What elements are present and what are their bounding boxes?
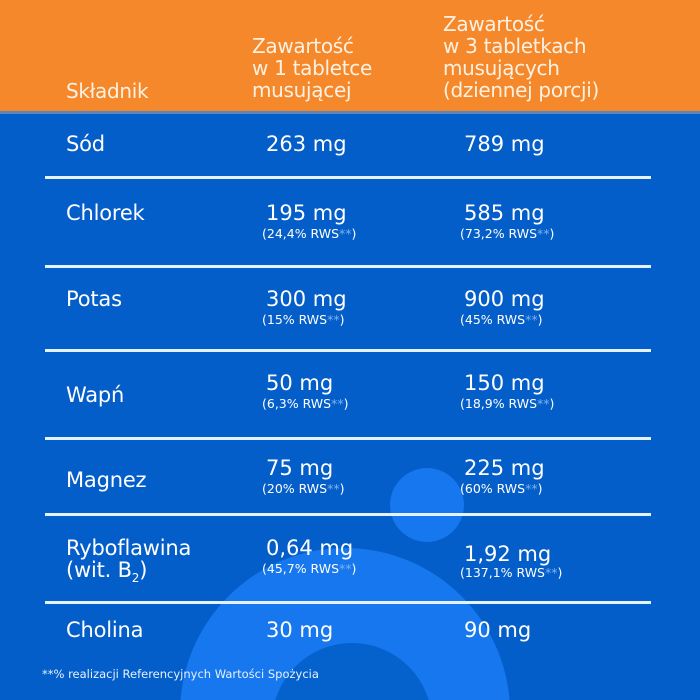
per-tablet-cell: 263 mg — [266, 132, 347, 156]
rws-percent: (60% RWS**) — [460, 481, 543, 496]
row-divider — [45, 601, 651, 604]
ingredient-name: Potas — [66, 287, 122, 311]
ingredient-name: Ryboflawina (wit. B2) — [66, 536, 192, 586]
table-header: Składnik Zawartość w 1 tabletce musujące… — [0, 0, 700, 114]
per-tablet-cell: 300 mg (15% RWS**) — [262, 287, 347, 327]
per-day-cell: 150 mg (18,9% RWS**) — [460, 371, 555, 411]
rws-percent: (73,2% RWS**) — [460, 226, 555, 241]
per-day-cell: 90 mg — [464, 618, 532, 642]
rws-percent: (137,1% RWS**) — [460, 565, 563, 580]
decorative-small-circle — [390, 468, 464, 542]
footnote: **% realizacji Referencyjnych Wartości S… — [42, 667, 319, 681]
ingredient-name: Cholina — [66, 618, 144, 642]
per-day-cell: 1,92 mg (137,1% RWS**) — [460, 542, 563, 580]
rws-percent: (18,9% RWS**) — [460, 396, 555, 411]
header-per-tablet: Zawartość w 1 tabletce musującej — [252, 34, 372, 102]
per-day-cell: 900 mg (45% RWS**) — [460, 287, 545, 327]
per-day-cell: 225 mg (60% RWS**) — [460, 456, 545, 496]
ingredient-name: Magnez — [66, 468, 147, 492]
rws-percent: (6,3% RWS**) — [262, 396, 349, 411]
ingredient-name: Wapń — [66, 383, 125, 407]
rws-percent: (45% RWS**) — [460, 312, 543, 327]
rws-percent: (15% RWS**) — [262, 312, 345, 327]
row-divider — [45, 265, 651, 268]
rws-percent: (45,7% RWS**) — [262, 561, 357, 576]
row-divider — [45, 349, 651, 352]
header-ingredient: Składnik — [66, 79, 149, 103]
per-tablet-cell: 75 mg (20% RWS**) — [262, 456, 345, 496]
row-divider — [45, 513, 651, 516]
per-tablet-cell: 0,64 mg (45,7% RWS**) — [262, 536, 357, 576]
row-divider — [45, 437, 651, 440]
row-divider — [45, 176, 651, 179]
per-tablet-cell: 50 mg (6,3% RWS**) — [262, 371, 349, 411]
header-per-daily-dose: Zawartość w 3 tabletkach musujących (dzi… — [443, 12, 599, 102]
per-tablet-cell: 30 mg — [266, 618, 334, 642]
per-day-cell: 585 mg (73,2% RWS**) — [460, 201, 555, 241]
per-day-cell: 789 mg — [464, 132, 545, 156]
per-tablet-cell: 195 mg (24,4% RWS**) — [262, 201, 357, 241]
rws-percent: (20% RWS**) — [262, 481, 345, 496]
ingredient-name: Chlorek — [66, 201, 145, 225]
ingredient-name: Sód — [66, 132, 105, 156]
rws-percent: (24,4% RWS**) — [262, 226, 357, 241]
